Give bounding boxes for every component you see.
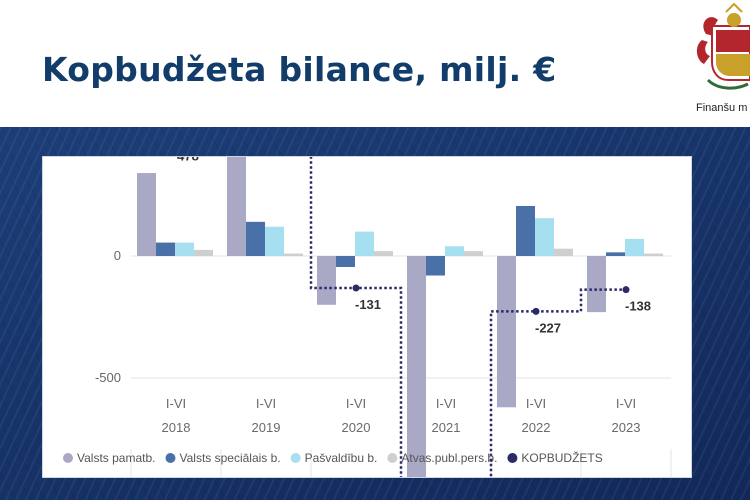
chart: 5000-500-1 000I-VI2018I-VI2019I-VI2020I-… xyxy=(63,157,672,477)
data-label: -138 xyxy=(625,299,651,314)
kopbudzets-line xyxy=(309,157,626,477)
bar-valsts-speci-lais-b- xyxy=(336,256,355,267)
y-tick-label: -500 xyxy=(95,370,121,385)
x-tick-year: 2018 xyxy=(162,420,191,435)
coat-of-arms-icon xyxy=(696,2,750,90)
bar-valsts-speci-lais-b- xyxy=(246,221,265,256)
bar-atvas-publ-pers-b- xyxy=(194,249,213,256)
data-label: -227 xyxy=(535,320,561,335)
legend-swatch xyxy=(387,453,398,463)
bar-valsts-pamatb- xyxy=(227,157,246,256)
coat-of-arms-logo: Finanšu m xyxy=(688,0,750,127)
y-tick-label: 0 xyxy=(114,248,121,263)
x-tick-period: I-VI xyxy=(616,396,636,411)
bar-valsts-speci-lais-b- xyxy=(606,252,625,256)
bar-pa-vald-bu-b- xyxy=(535,218,554,256)
x-tick-year: 2022 xyxy=(522,420,551,435)
bar-valsts-pamatb- xyxy=(407,256,426,477)
bar-valsts-pamatb- xyxy=(587,256,606,313)
legend-swatch xyxy=(165,453,176,463)
x-tick-year: 2023 xyxy=(612,420,641,435)
x-tick-period: I-VI xyxy=(256,396,276,411)
bar-valsts-pamatb- xyxy=(497,256,516,408)
legend-item: KOPBUDŽETS xyxy=(521,450,602,465)
bar-valsts-pamatb- xyxy=(137,173,156,256)
bar-atvas-publ-pers-b- xyxy=(374,251,393,256)
bar-atvas-publ-pers-b- xyxy=(284,253,303,256)
x-tick-period: I-VI xyxy=(346,396,366,411)
page-title: Kopbudžeta bilance, milj. € xyxy=(42,50,557,89)
x-tick-period: I-VI xyxy=(436,396,456,411)
kopbudzets-point xyxy=(532,307,540,315)
bar-atvas-publ-pers-b- xyxy=(554,248,573,256)
organization-name: Finanšu m xyxy=(696,102,748,114)
legend-item: Atvas.publ.pers.b. xyxy=(401,451,497,465)
bar-valsts-speci-lais-b- xyxy=(426,256,445,276)
legend-swatch xyxy=(290,453,301,463)
legend-swatch xyxy=(63,453,73,463)
data-label: -131 xyxy=(355,297,381,312)
bar-atvas-publ-pers-b- xyxy=(644,253,663,256)
bar-pa-vald-bu-b- xyxy=(355,231,374,256)
bar-valsts-pamatb- xyxy=(317,256,336,305)
bar-pa-vald-bu-b- xyxy=(445,246,464,256)
legend-swatch xyxy=(507,453,518,463)
bar-atvas-publ-pers-b- xyxy=(464,251,483,256)
x-tick-period: I-VI xyxy=(166,396,186,411)
bar-valsts-speci-lais-b- xyxy=(516,205,535,256)
x-tick-year: 2021 xyxy=(432,420,461,435)
legend-item: Valsts speciālais b. xyxy=(179,451,280,465)
x-tick-year: 2020 xyxy=(342,420,371,435)
kopbudzets-point xyxy=(622,286,630,294)
legend-item: Valsts pamatb. xyxy=(77,451,155,465)
slide-header: Kopbudžeta bilance, milj. € Finanšu m xyxy=(0,0,750,127)
chart-panel: 5000-500-1 000I-VI2018I-VI2019I-VI2020I-… xyxy=(42,156,692,478)
bar-pa-vald-bu-b- xyxy=(625,238,644,256)
x-tick-year: 2019 xyxy=(252,420,281,435)
bar-pa-vald-bu-b- xyxy=(265,226,284,256)
bar-valsts-speci-lais-b- xyxy=(156,242,175,256)
kopbudzets-point xyxy=(352,284,360,292)
data-label: 478 xyxy=(177,157,199,163)
bar-pa-vald-bu-b- xyxy=(175,242,194,256)
legend-item: Pašvaldību b. xyxy=(305,451,378,465)
x-tick-period: I-VI xyxy=(526,396,546,411)
